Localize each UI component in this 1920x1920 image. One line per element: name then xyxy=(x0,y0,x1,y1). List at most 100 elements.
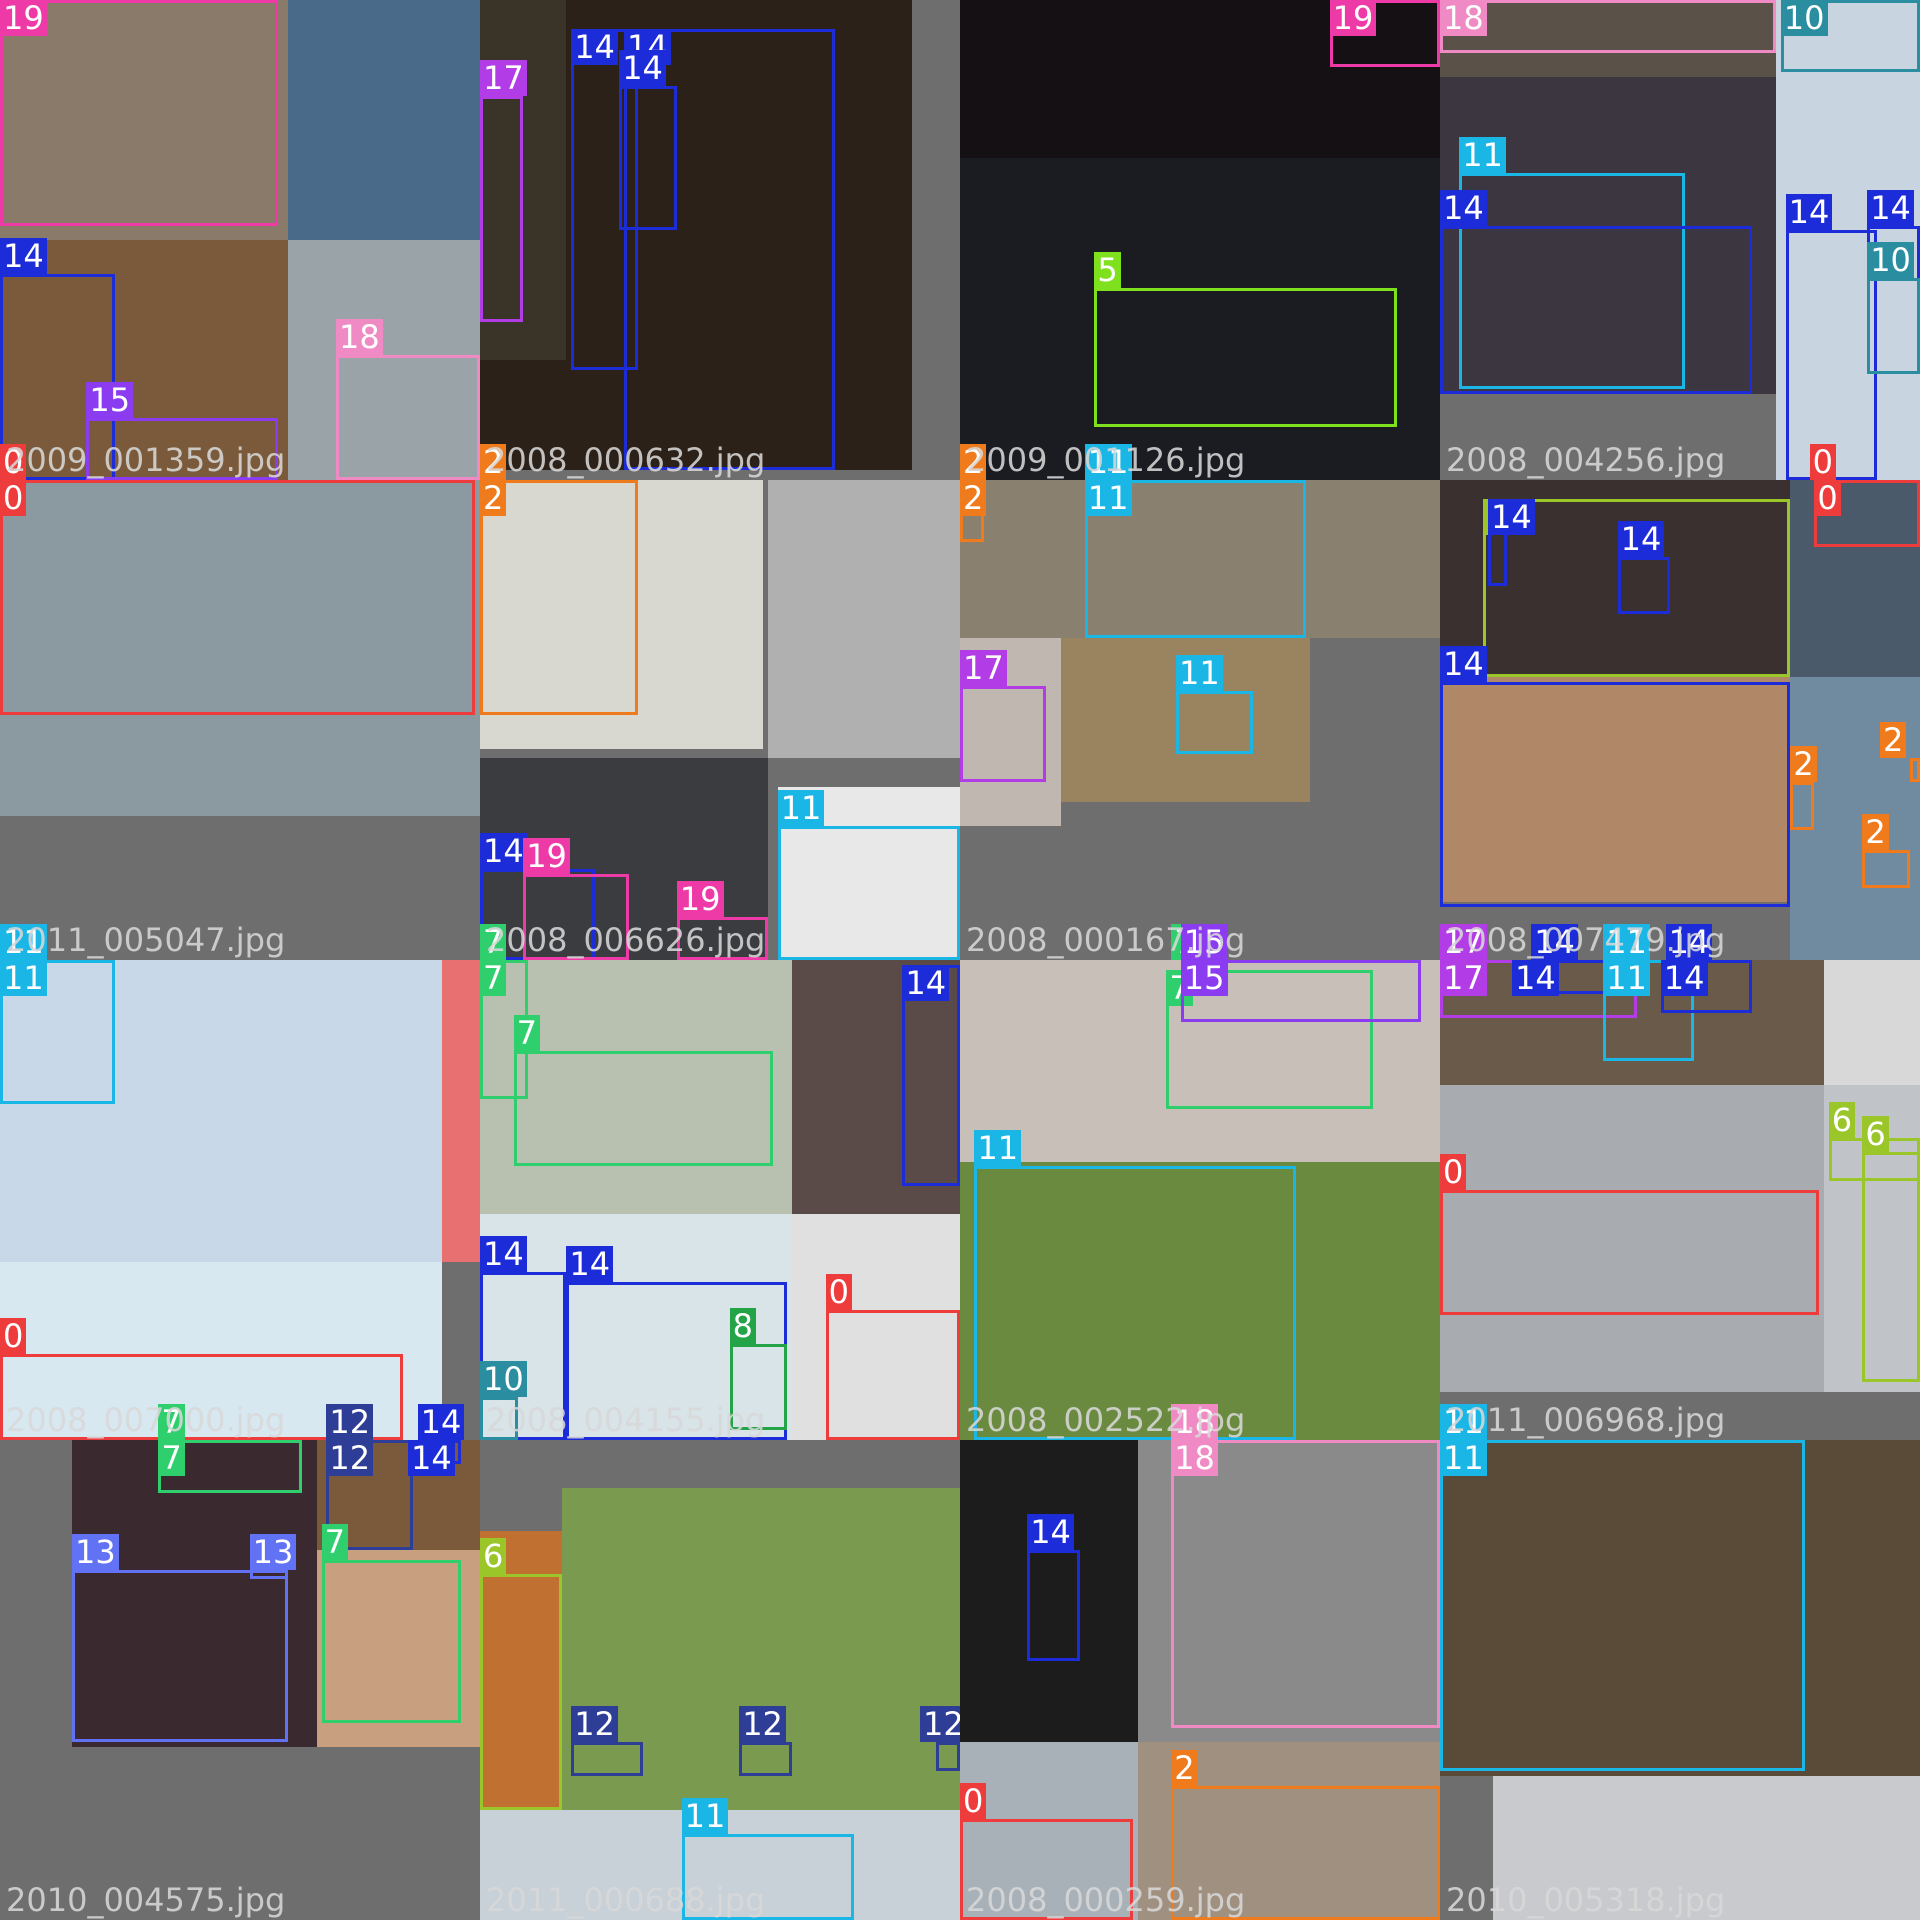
bounding-box xyxy=(0,273,116,480)
class-label-tag: 7 xyxy=(321,1524,348,1560)
mosaic-tile: 11 0 7 12 14 2008_007000.jpg xyxy=(0,960,480,1440)
tile-photo xyxy=(1440,76,1776,394)
bounding-box xyxy=(513,1051,773,1167)
class-label-tag: 15 xyxy=(1180,960,1228,996)
class-label-tag: 0 xyxy=(825,1274,852,1311)
class-label-tag: 14 xyxy=(1531,924,1578,960)
bounding-box xyxy=(1176,691,1253,754)
class-label-tag: 14 xyxy=(1488,499,1535,536)
bounding-box xyxy=(960,686,1047,783)
tile-filename: 2008_000167.jpg xyxy=(966,921,1246,959)
mosaic-tile: 2 11 14 19 19 7 2008_006626.jpg xyxy=(480,480,960,960)
class-label-tag: 2 xyxy=(960,444,987,480)
bounding-box xyxy=(523,873,629,960)
class-label-tag: 12 xyxy=(571,1706,618,1743)
tile-photo xyxy=(1440,0,1776,77)
tile-filename: 2008_007000.jpg xyxy=(6,1401,286,1439)
class-label-tag: 11 xyxy=(1603,924,1650,960)
class-label-tag: 11 xyxy=(1084,444,1132,480)
tile-photo xyxy=(288,0,480,240)
tile-filename: 2008_004256.jpg xyxy=(1446,441,1726,479)
mosaic-tile: 0 11 2011_005047.jpg xyxy=(0,480,480,960)
class-label-tag: 0 xyxy=(1809,444,1836,480)
tile-photo xyxy=(1776,0,1920,480)
bounding-box xyxy=(1862,849,1911,888)
class-label-tag: 14 xyxy=(1665,924,1713,960)
bounding-box xyxy=(1166,969,1373,1109)
bounding-box xyxy=(480,480,639,716)
class-label-tag: 6 xyxy=(1862,1116,1889,1152)
bounding-box xyxy=(480,1396,519,1440)
tile-filename: 2011_000688.jpg xyxy=(486,1881,766,1919)
class-label-tag: 19 xyxy=(676,880,724,917)
tile-filename: 2008_000259.jpg xyxy=(966,1881,1246,1919)
bounding-box xyxy=(739,1742,792,1776)
tile-photo xyxy=(1790,480,1920,677)
mosaic-tile: 18 10 11 14 14 14 10 0 2008_004256.jpg xyxy=(1440,0,1920,480)
bounding-box xyxy=(729,1344,788,1431)
bounding-box xyxy=(480,1272,567,1440)
class-label-tag: 17 xyxy=(1440,924,1487,960)
tile-filename: 2009_001126.jpg xyxy=(966,441,1246,479)
bounding-box xyxy=(1862,1152,1920,1383)
bounding-box xyxy=(1790,782,1815,831)
class-label-tag: 17 xyxy=(960,650,1007,687)
class-label-tag: 13 xyxy=(249,1533,297,1570)
class-label-tag: 11 xyxy=(1440,1440,1487,1476)
bounding-box xyxy=(336,355,480,480)
bounding-box xyxy=(1440,1190,1820,1316)
class-label-tag: 6 xyxy=(1828,1101,1856,1138)
class-label-tag: 11 xyxy=(1603,960,1650,996)
class-label-tag: 18 xyxy=(1440,0,1487,36)
class-label-tag: 2 xyxy=(1790,746,1817,783)
bounding-box xyxy=(624,28,836,471)
class-label-tag: 14 xyxy=(1867,189,1914,226)
bounding-box xyxy=(974,1166,1296,1440)
class-label-tag: 11 xyxy=(1084,480,1132,516)
mosaic-tile: 17 14 11 14 6 6 0 11 2011_006968.jpg xyxy=(1440,960,1920,1440)
class-label-tag: 6 xyxy=(480,1538,507,1575)
class-label-tag: 10 xyxy=(480,1360,527,1397)
mosaic-tile: 21117117152008_000167.jpg xyxy=(960,480,1440,960)
class-label-tag: 10 xyxy=(1867,242,1914,279)
class-label-tag: 12 xyxy=(326,1404,374,1440)
bounding-box xyxy=(480,1574,562,1810)
tile-photo xyxy=(960,1440,1138,1743)
bounding-box xyxy=(1440,225,1752,394)
bounding-box xyxy=(0,1353,404,1440)
class-label-tag: 7 xyxy=(480,924,507,960)
bounding-box xyxy=(676,916,768,960)
tile-photo xyxy=(316,1550,480,1748)
tile-photo xyxy=(768,480,960,759)
tile-photo xyxy=(480,480,764,749)
bounding-box xyxy=(480,96,524,322)
class-label-tag: 11 xyxy=(681,1797,729,1834)
tile-photo xyxy=(288,240,480,480)
class-label-tag: 14 xyxy=(417,1404,465,1440)
class-label-tag: 7 xyxy=(1166,969,1193,1006)
class-label-tag: 5 xyxy=(1094,252,1121,288)
class-label-tag: 0 xyxy=(0,1317,27,1354)
bounding-box xyxy=(1440,681,1791,908)
class-label-tag: 13 xyxy=(72,1533,119,1570)
class-label-tag: 14 xyxy=(1027,1514,1074,1551)
class-label-tag: 17 xyxy=(480,60,527,96)
mosaic-tile: 6 12 12 12 11 2011_000688.jpg xyxy=(480,1440,960,1920)
class-label-tag: 2 xyxy=(1171,1749,1198,1786)
tile-filename: 2011_006968.jpg xyxy=(1446,1401,1726,1439)
tile-photo xyxy=(960,480,1440,639)
class-label-tag: 17 xyxy=(1440,960,1487,996)
bounding-box xyxy=(0,480,476,716)
class-label-tag: 14 xyxy=(1617,520,1665,557)
bounding-box xyxy=(571,1742,644,1776)
tile-photo xyxy=(480,960,792,1215)
tile-filename: 2008_004155.jpg xyxy=(486,1401,766,1439)
class-label-tag: 18 xyxy=(1171,1440,1218,1476)
tile-photo xyxy=(1137,1440,1440,1743)
class-label-tag: 11 xyxy=(1440,1404,1487,1440)
class-label-tag: 15 xyxy=(1180,924,1228,960)
tile-photo xyxy=(1440,676,1791,903)
class-label-tag: 0 xyxy=(0,444,27,480)
bounding-box xyxy=(1440,0,1776,53)
